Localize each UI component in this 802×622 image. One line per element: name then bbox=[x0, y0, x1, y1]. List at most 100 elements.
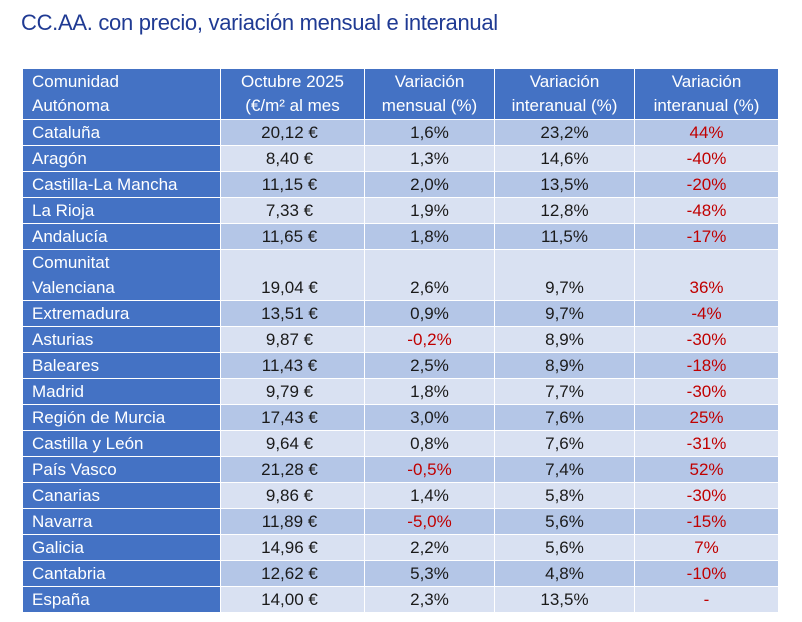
cell-yearly-variation-2: 52% bbox=[634, 456, 779, 483]
cell-yearly-variation-2: 7% bbox=[634, 534, 779, 561]
table-row: Madrid 9,79 €1,8% 7,7% -30% bbox=[22, 378, 779, 405]
table-row: Aragón 8,40 €1,3% 14,6% -40% bbox=[22, 145, 779, 172]
cell-monthly-variation: 1,6% bbox=[364, 119, 495, 146]
cell-yearly-variation: 9,7% bbox=[494, 249, 635, 301]
header-monthly-line2: mensual (%) bbox=[381, 96, 478, 115]
cell-yearly-variation-2: -20% bbox=[634, 171, 779, 198]
cell-yearly-variation-2: -17% bbox=[634, 223, 779, 250]
cell-community: Asturias bbox=[22, 326, 221, 353]
cell-monthly-variation: 0,8% bbox=[364, 430, 495, 457]
cell-price: 14,96 € bbox=[220, 534, 365, 561]
community-name-line: Madrid bbox=[32, 382, 84, 401]
cell-yearly-variation: 13,5% bbox=[494, 586, 635, 613]
cell-yearly-variation: 7,7% bbox=[494, 378, 635, 405]
cell-community: Castilla-La Mancha bbox=[22, 171, 221, 198]
table-row: Navarra 11,89 € -5,0% 5,6% -15% bbox=[22, 508, 779, 535]
cell-yearly-variation-2: - bbox=[634, 586, 779, 613]
cell-yearly-variation: 14,6% bbox=[494, 145, 635, 172]
cell-yearly-variation: 4,8% bbox=[494, 560, 635, 587]
community-name-line: Valenciana bbox=[32, 278, 115, 297]
cell-yearly-variation-2: -30% bbox=[634, 378, 779, 405]
cell-monthly-variation: -0,2% bbox=[364, 326, 495, 353]
cell-price: 17,43 € bbox=[220, 404, 365, 431]
community-name-line: Cataluña bbox=[32, 123, 101, 142]
cell-yearly-variation-2: -10% bbox=[634, 560, 779, 587]
cell-price: 7,33 € bbox=[220, 197, 365, 224]
header-community: Comunidad Autónoma bbox=[22, 68, 221, 120]
header-yearly-2-line2: interanual (%) bbox=[653, 96, 760, 115]
table-row: Cantabria 12,62 €5,3% 4,8% -10% bbox=[22, 560, 779, 587]
cell-monthly-variation: -5,0% bbox=[364, 508, 495, 535]
cell-price: 21,28 € bbox=[220, 456, 365, 483]
cell-yearly-variation-2: 25% bbox=[634, 404, 779, 431]
cell-yearly-variation-2: -15% bbox=[634, 508, 779, 535]
community-name-line: Aragón bbox=[32, 149, 87, 168]
table-row: Galicia 14,96 €2,2% 5,6% 7% bbox=[22, 534, 779, 561]
cell-yearly-variation: 7,6% bbox=[494, 430, 635, 457]
table-row: Cataluña 20,12 €1,6% 23,2% 44% bbox=[22, 119, 779, 146]
table-row: Asturias 9,87 € -0,2% 8,9% -30% bbox=[22, 326, 779, 353]
cell-monthly-variation: 5,3% bbox=[364, 560, 495, 587]
header-yearly-line1: Variación bbox=[529, 72, 600, 91]
cell-community: España bbox=[22, 586, 221, 613]
cell-monthly-variation: 1,9% bbox=[364, 197, 495, 224]
header-price: Octubre 2025 (€/m² al mes bbox=[220, 68, 365, 120]
cell-yearly-variation: 7,6% bbox=[494, 404, 635, 431]
cell-yearly-variation-2: -4% bbox=[634, 300, 779, 327]
cell-community: País Vasco bbox=[22, 456, 221, 483]
community-name-line: Asturias bbox=[32, 330, 94, 349]
community-name-line: Extremadura bbox=[32, 304, 130, 323]
price-variation-table: Comunidad Autónoma Octubre 2025 (€/m² al… bbox=[22, 68, 779, 613]
cell-price: 11,89 € bbox=[220, 508, 365, 535]
community-name-line: Castilla y León bbox=[32, 434, 144, 453]
cell-price: 20,12 € bbox=[220, 119, 365, 146]
cell-monthly-variation: 2,3% bbox=[364, 586, 495, 613]
cell-yearly-variation-2: 44% bbox=[634, 119, 779, 146]
cell-price: 11,15 € bbox=[220, 171, 365, 198]
cell-community: Andalucía bbox=[22, 223, 221, 250]
community-name-line: Región de Murcia bbox=[32, 408, 166, 427]
table-row: País Vasco 21,28 € -0,5% 7,4% 52% bbox=[22, 456, 779, 483]
cell-price: 12,62 € bbox=[220, 560, 365, 587]
cell-monthly-variation: 2,6% bbox=[364, 249, 495, 301]
header-yearly: Variación interanual (%) bbox=[494, 68, 635, 120]
community-name-line: País Vasco bbox=[32, 460, 117, 479]
community-name-line: Cantabria bbox=[32, 564, 106, 583]
cell-price: 11,65 € bbox=[220, 223, 365, 250]
cell-yearly-variation-2: -40% bbox=[634, 145, 779, 172]
table-row: Extremadura 13,51 €0,9% 9,7% -4% bbox=[22, 300, 779, 327]
cell-yearly-variation: 5,6% bbox=[494, 534, 635, 561]
community-name-line: Baleares bbox=[32, 356, 100, 375]
table-row: Andalucía 11,65 €1,8% 11,5% -17% bbox=[22, 223, 779, 250]
cell-price: 14,00 € bbox=[220, 586, 365, 613]
cell-monthly-variation: 3,0% bbox=[364, 404, 495, 431]
cell-yearly-variation-2: 36% bbox=[634, 249, 779, 301]
cell-community: Cantabria bbox=[22, 560, 221, 587]
community-name-line: Navarra bbox=[32, 512, 93, 531]
community-name-line: Comunitat bbox=[32, 253, 110, 272]
cell-community: Aragón bbox=[22, 145, 221, 172]
cell-yearly-variation-2: -30% bbox=[634, 482, 779, 509]
cell-monthly-variation: 0,9% bbox=[364, 300, 495, 327]
header-yearly-2-line1: Variación bbox=[671, 72, 742, 91]
cell-yearly-variation: 12,8% bbox=[494, 197, 635, 224]
community-name-line: España bbox=[32, 590, 90, 609]
header-price-line2: (€/m² al mes bbox=[245, 96, 340, 115]
cell-community: Comunitat Valenciana bbox=[22, 249, 221, 301]
cell-community: Cataluña bbox=[22, 119, 221, 146]
community-name-line: Canarias bbox=[32, 486, 101, 505]
header-yearly-line2: interanual (%) bbox=[511, 96, 618, 115]
cell-community: Castilla y León bbox=[22, 430, 221, 457]
page-title: CC.AA. con precio, variación mensual e i… bbox=[21, 10, 498, 35]
cell-monthly-variation: 2,5% bbox=[364, 352, 495, 379]
header-community-line1: Comunidad bbox=[32, 72, 119, 91]
cell-yearly-variation-2: -18% bbox=[634, 352, 779, 379]
community-name-line: La Rioja bbox=[32, 201, 95, 220]
cell-price: 9,87 € bbox=[220, 326, 365, 353]
cell-price: 9,86 € bbox=[220, 482, 365, 509]
cell-yearly-variation-2: -48% bbox=[634, 197, 779, 224]
cell-yearly-variation-2: -30% bbox=[634, 326, 779, 353]
cell-yearly-variation: 5,6% bbox=[494, 508, 635, 535]
cell-price: 9,64 € bbox=[220, 430, 365, 457]
cell-yearly-variation: 9,7% bbox=[494, 300, 635, 327]
